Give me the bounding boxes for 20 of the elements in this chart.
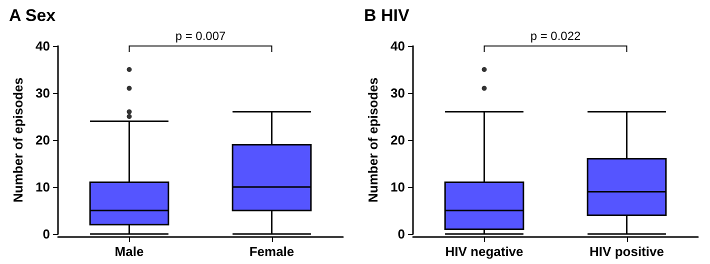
chart-title: A Sex [9,6,56,25]
y-tick-label: 30 [36,86,50,100]
text: p = 0.007 [175,29,226,43]
y-tick-label: 10 [390,180,405,194]
y-tick-label: 20 [390,132,405,148]
y-tick-label: 20 [36,132,50,148]
chart-title: B HIV [364,6,410,25]
y-tick-label: 10 [36,180,50,194]
y-tick-label: 30 [390,86,405,100]
y-axis-title: Number of episodes [10,78,26,202]
x-tick-label: HIV positive [590,244,664,259]
y-tick-label: 40 [36,38,50,54]
y-axis-title: Number of episodes [366,78,381,202]
y-tick-label: 0 [398,226,405,242]
x-tick-label: Male [114,244,144,259]
y-tick-label: 0 [42,226,50,242]
y-tick-label: 40 [390,38,405,54]
text: p = 0.022 [530,29,582,43]
x-tick-label: Female [249,244,294,259]
x-tick-label: HIV negative [445,244,524,259]
